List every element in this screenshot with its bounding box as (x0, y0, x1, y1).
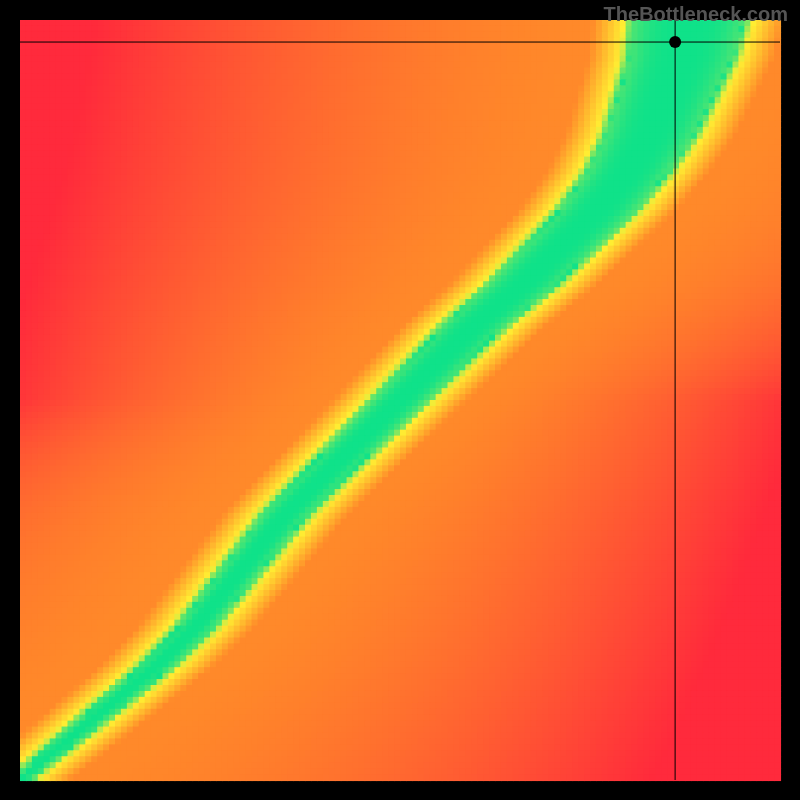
watermark-text: TheBottleneck.com (604, 4, 788, 27)
chart-container: TheBottleneck.com (0, 0, 800, 800)
heatmap-canvas (0, 0, 800, 800)
